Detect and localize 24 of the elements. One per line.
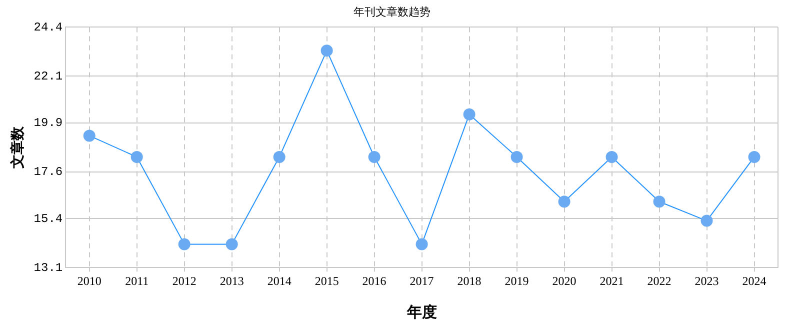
y-tick-label: 19.9 [34,116,63,130]
y-axis-title: 文章数 [9,125,26,170]
x-tick-label: 2019 [504,274,529,288]
x-tick-label: 2017 [410,274,434,288]
x-tick-label: 2010 [77,274,102,288]
x-tick-label: 2022 [647,274,672,288]
y-tick-label: 13.1 [34,260,63,275]
y-tick-label: 24.4 [34,20,63,34]
chart-title: 年刊文章数趋势 [354,5,430,18]
y-tick-label: 22.1 [34,69,63,84]
x-tick-label: 2021 [600,274,624,288]
x-tick-label: 2020 [552,274,576,288]
x-tick-label: 2013 [220,274,244,288]
x-axis-title: 年度 [406,302,437,321]
x-tick-label: 2016 [362,274,386,288]
x-tick-label: 2012 [172,274,196,288]
x-tick-label: 2015 [314,274,339,288]
y-tick-label: 17.6 [34,165,63,180]
x-tick-label: 2024 [742,274,766,288]
y-tick-label: 15.4 [34,212,63,226]
x-tick-label: 2011 [125,274,149,288]
x-tick-label: 2023 [694,274,719,288]
x-tick-label: 2018 [457,274,482,288]
x-tick-label: 2014 [267,274,292,288]
